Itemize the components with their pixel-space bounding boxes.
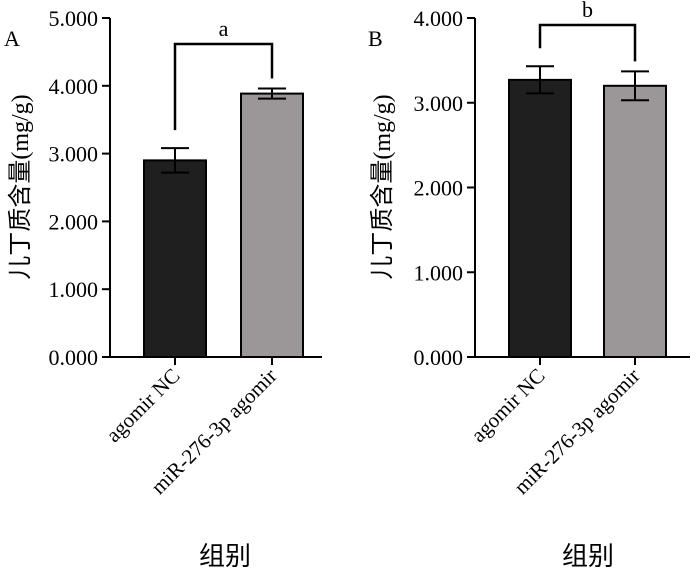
y-axis-label: 儿丁质含量(mg/g)	[7, 94, 34, 279]
panel-a: A 0.000 1.000 2.000 3.000 4.000 5.000 agomir NC…	[4, 6, 322, 569]
bar-mir-276-3p-agomir	[603, 84, 667, 359]
bar-agomir-nc	[508, 78, 572, 359]
y-tick-label: 4.000	[414, 6, 464, 31]
y-tick-label: 4.000	[49, 74, 99, 99]
y-axis-label: 儿丁质含量(mg/g)	[369, 94, 396, 279]
y-tick-label: 1.000	[49, 277, 99, 302]
category-label: agomir NC	[466, 364, 549, 447]
y-tick-label: 2.000	[49, 209, 99, 234]
significance-bracket	[173, 42, 274, 131]
bar-agomir-nc	[143, 159, 207, 358]
y-tick-label: 5.000	[49, 6, 99, 31]
category-label: agomir NC	[101, 364, 184, 447]
significance-bracket	[538, 23, 637, 62]
y-tick-label: 0.000	[414, 345, 464, 370]
significance-label: b	[582, 0, 593, 22]
y-tick-label: 0.000	[49, 345, 99, 370]
bar-mir-276-3p-agomir	[240, 92, 304, 359]
y-tick-label: 1.000	[414, 260, 464, 285]
significance-label: a	[219, 16, 229, 41]
y-tick-label: 3.000	[49, 142, 99, 167]
y-tick-label: 2.000	[414, 176, 464, 201]
panel-label: B	[368, 26, 383, 51]
y-tick-label: 3.000	[414, 91, 464, 116]
x-axis-label: 组别	[562, 542, 614, 569]
panel-label: A	[4, 26, 20, 51]
x-axis-label: 组别	[199, 542, 251, 569]
